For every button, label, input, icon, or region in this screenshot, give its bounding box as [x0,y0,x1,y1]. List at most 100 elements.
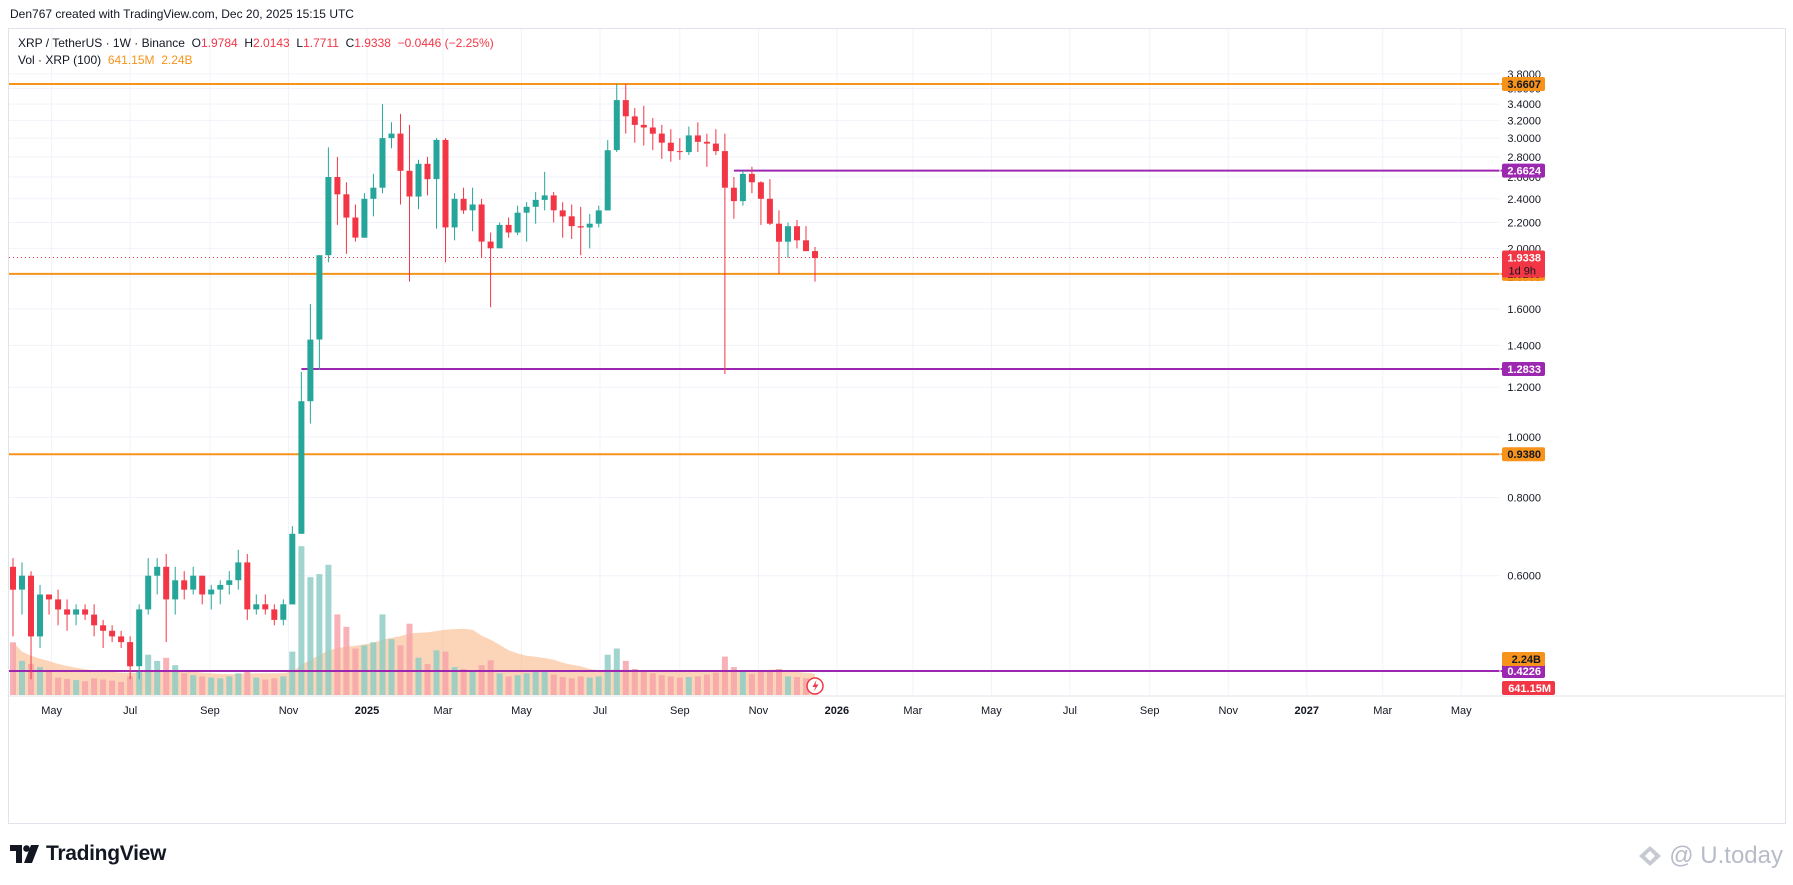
volume-bar [541,671,548,695]
utoday-watermark: @ U.today [1637,842,1783,870]
candle-body [388,133,395,139]
candle [46,594,52,615]
candle-body [604,150,611,211]
volume-bar [55,677,62,695]
volume-bar [325,564,332,695]
candle-body [496,224,503,249]
candle [388,122,395,149]
candle-body [785,226,791,242]
tradingview-logo-text: TradingView [46,842,167,865]
candle-body [343,194,350,218]
volume-bar [776,669,782,695]
candle-body [226,580,233,585]
time-tick-label: Nov [749,705,769,717]
lightning-icon-bolt [812,680,819,692]
volume-bar [577,676,584,695]
candle-body [145,575,152,610]
attribution-text: Den767 created with TradingView.com, Dec… [10,7,354,21]
volume-bar [442,651,449,695]
candle [550,192,557,223]
volume-bar [748,673,755,695]
volume-bar [451,667,458,695]
candle [721,133,728,374]
price-badges: 3.66072.66241.82091.28330.93800.42261.93… [806,77,1555,695]
volume-bar [730,667,737,695]
candle [703,133,710,167]
time-tick-label: Jul [123,705,137,717]
volume-bar [190,675,197,695]
price-tick-label: 2.4000 [1507,194,1541,206]
candle [442,138,449,263]
volume-bar [532,670,539,695]
candle-body [568,216,575,227]
candle-body [100,625,107,631]
tradingview-logo[interactable]: TradingView [10,842,166,866]
candle [794,219,800,249]
volume-bar [794,677,800,695]
level-badge-bg [1502,447,1545,462]
candle [262,594,269,615]
volume-bar [46,671,52,695]
candle [145,558,152,615]
candle [298,371,305,534]
candle [757,181,764,225]
candle [559,202,566,238]
candle-body [487,241,494,249]
volume-bar [370,642,377,695]
volume-bar [803,678,809,695]
volume-ma-badge: 2.24B [1502,652,1545,666]
candle-body [127,642,134,667]
volume-bar [37,667,43,695]
level-badge-bg [1502,361,1545,376]
grid-lines [9,29,1500,695]
candle [532,192,539,224]
time-tick-label: Nov [279,705,299,717]
candle [271,604,278,626]
volume-last-badge-text: 641.15M [1508,683,1551,695]
candle-body [478,204,485,242]
close-label: C [345,36,355,50]
candle-body [199,575,206,595]
open-label: O [191,36,201,50]
level-badge-bg [1502,664,1545,678]
time-tick-label: May [511,705,532,717]
change-value: −0.0446 (−2.25%) [397,36,494,50]
candle-body [541,195,548,200]
candle-body [55,599,62,610]
volume-bars [10,546,818,695]
candle [487,232,494,308]
volume-bar [262,679,269,695]
volume-bar [424,664,431,695]
candle [803,226,809,252]
candle-body [794,226,800,241]
volume-label[interactable]: Vol · XRP (100) [18,53,102,67]
price-chart[interactable]: 0.60000.80001.00001.20001.40001.60001.80… [0,0,1793,824]
price-axis: 0.60000.80001.00001.20001.40001.60001.80… [1499,29,1541,695]
volume-bar [694,676,701,695]
candle [523,202,530,242]
volume-bar [253,677,260,695]
candle [73,604,80,626]
candle [568,204,575,240]
volume-bar [505,676,512,695]
candle [55,589,62,626]
time-tick-label: Nov [1218,705,1238,717]
volume-bar [379,614,386,695]
volume-last-badge-bg [1502,681,1555,695]
volume-bar [235,673,242,695]
candle [19,562,25,615]
volume-bar [406,623,413,695]
candle [776,210,782,274]
close-value: 1.9338 [354,36,391,50]
volume-bar [523,673,530,695]
symbol-label[interactable]: XRP / TetherUS · 1W · Binance [18,36,185,50]
candle [235,549,242,590]
volume-bar [127,676,134,695]
candle-body [181,580,188,590]
volume-bar [586,677,593,695]
level-badge-text: 0.4226 [1507,666,1541,678]
candle [352,204,359,242]
level-badge: 1.2833 [1502,361,1545,376]
volume-ma-area-path [13,628,815,695]
candle [316,255,323,370]
